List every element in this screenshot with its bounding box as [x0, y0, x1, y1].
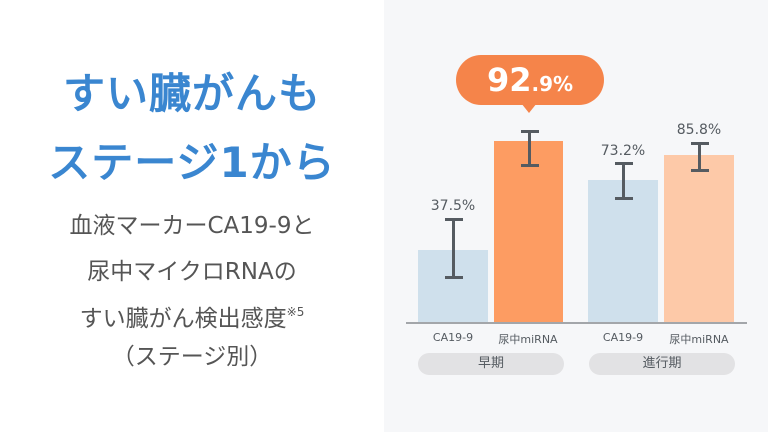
callout-value-int: 92 [486, 61, 532, 99]
text-column: すい臓がんも ステージ1から 血液マーカーCA19-9と 尿中マイクロRNAの … [0, 69, 384, 370]
subtitle-line-3-text: すい臓がん検出感度 [79, 306, 287, 332]
subtitle-line-2: 尿中マイクロRNAの [87, 259, 297, 285]
bar-early-mirna [494, 141, 563, 323]
headline-line-1: すい臓がんも [62, 69, 321, 118]
error-cap [445, 276, 463, 279]
error-cap [691, 169, 709, 172]
error-bar-1 [452, 219, 455, 278]
highlight-callout: 92.9% [456, 55, 604, 105]
error-bar-4 [698, 143, 701, 171]
error-bar-3 [622, 163, 625, 199]
x-tick-label-2: 尿中miRNA [498, 333, 558, 346]
value-label-1: 37.5% [430, 198, 476, 214]
x-axis-line [406, 322, 747, 324]
group-label-advanced: 進行期 [589, 353, 735, 375]
subtitle-line-3: すい臓がん検出感度※5 [0, 305, 384, 332]
callout-pointer [521, 103, 537, 113]
value-label-4: 85.8% [676, 122, 722, 138]
value-label-3: 73.2% [600, 143, 646, 159]
callout-value-dec: .9% [531, 72, 574, 96]
error-bar-2 [528, 131, 531, 166]
error-cap [691, 142, 709, 145]
headline-line-2: ステージ1から [48, 138, 336, 187]
x-tick-label-4: 尿中miRNA [669, 333, 729, 346]
error-cap [445, 218, 463, 221]
bar-advanced-ca199 [588, 180, 658, 323]
x-tick-label-3: CA19-9 [602, 331, 644, 344]
bar-advanced-mirna [664, 155, 734, 323]
x-tick-label-1: CA19-9 [432, 331, 474, 344]
error-cap [615, 197, 633, 200]
error-cap [521, 130, 539, 133]
group-label-early: 早期 [418, 353, 564, 375]
error-cap [521, 164, 539, 167]
error-cap [615, 162, 633, 165]
subtitle-line-1: 血液マーカーCA19-9と [69, 213, 315, 239]
subtitle-line-4: （ステージ別） [111, 344, 273, 370]
footnote-marker: ※5 [286, 305, 305, 319]
